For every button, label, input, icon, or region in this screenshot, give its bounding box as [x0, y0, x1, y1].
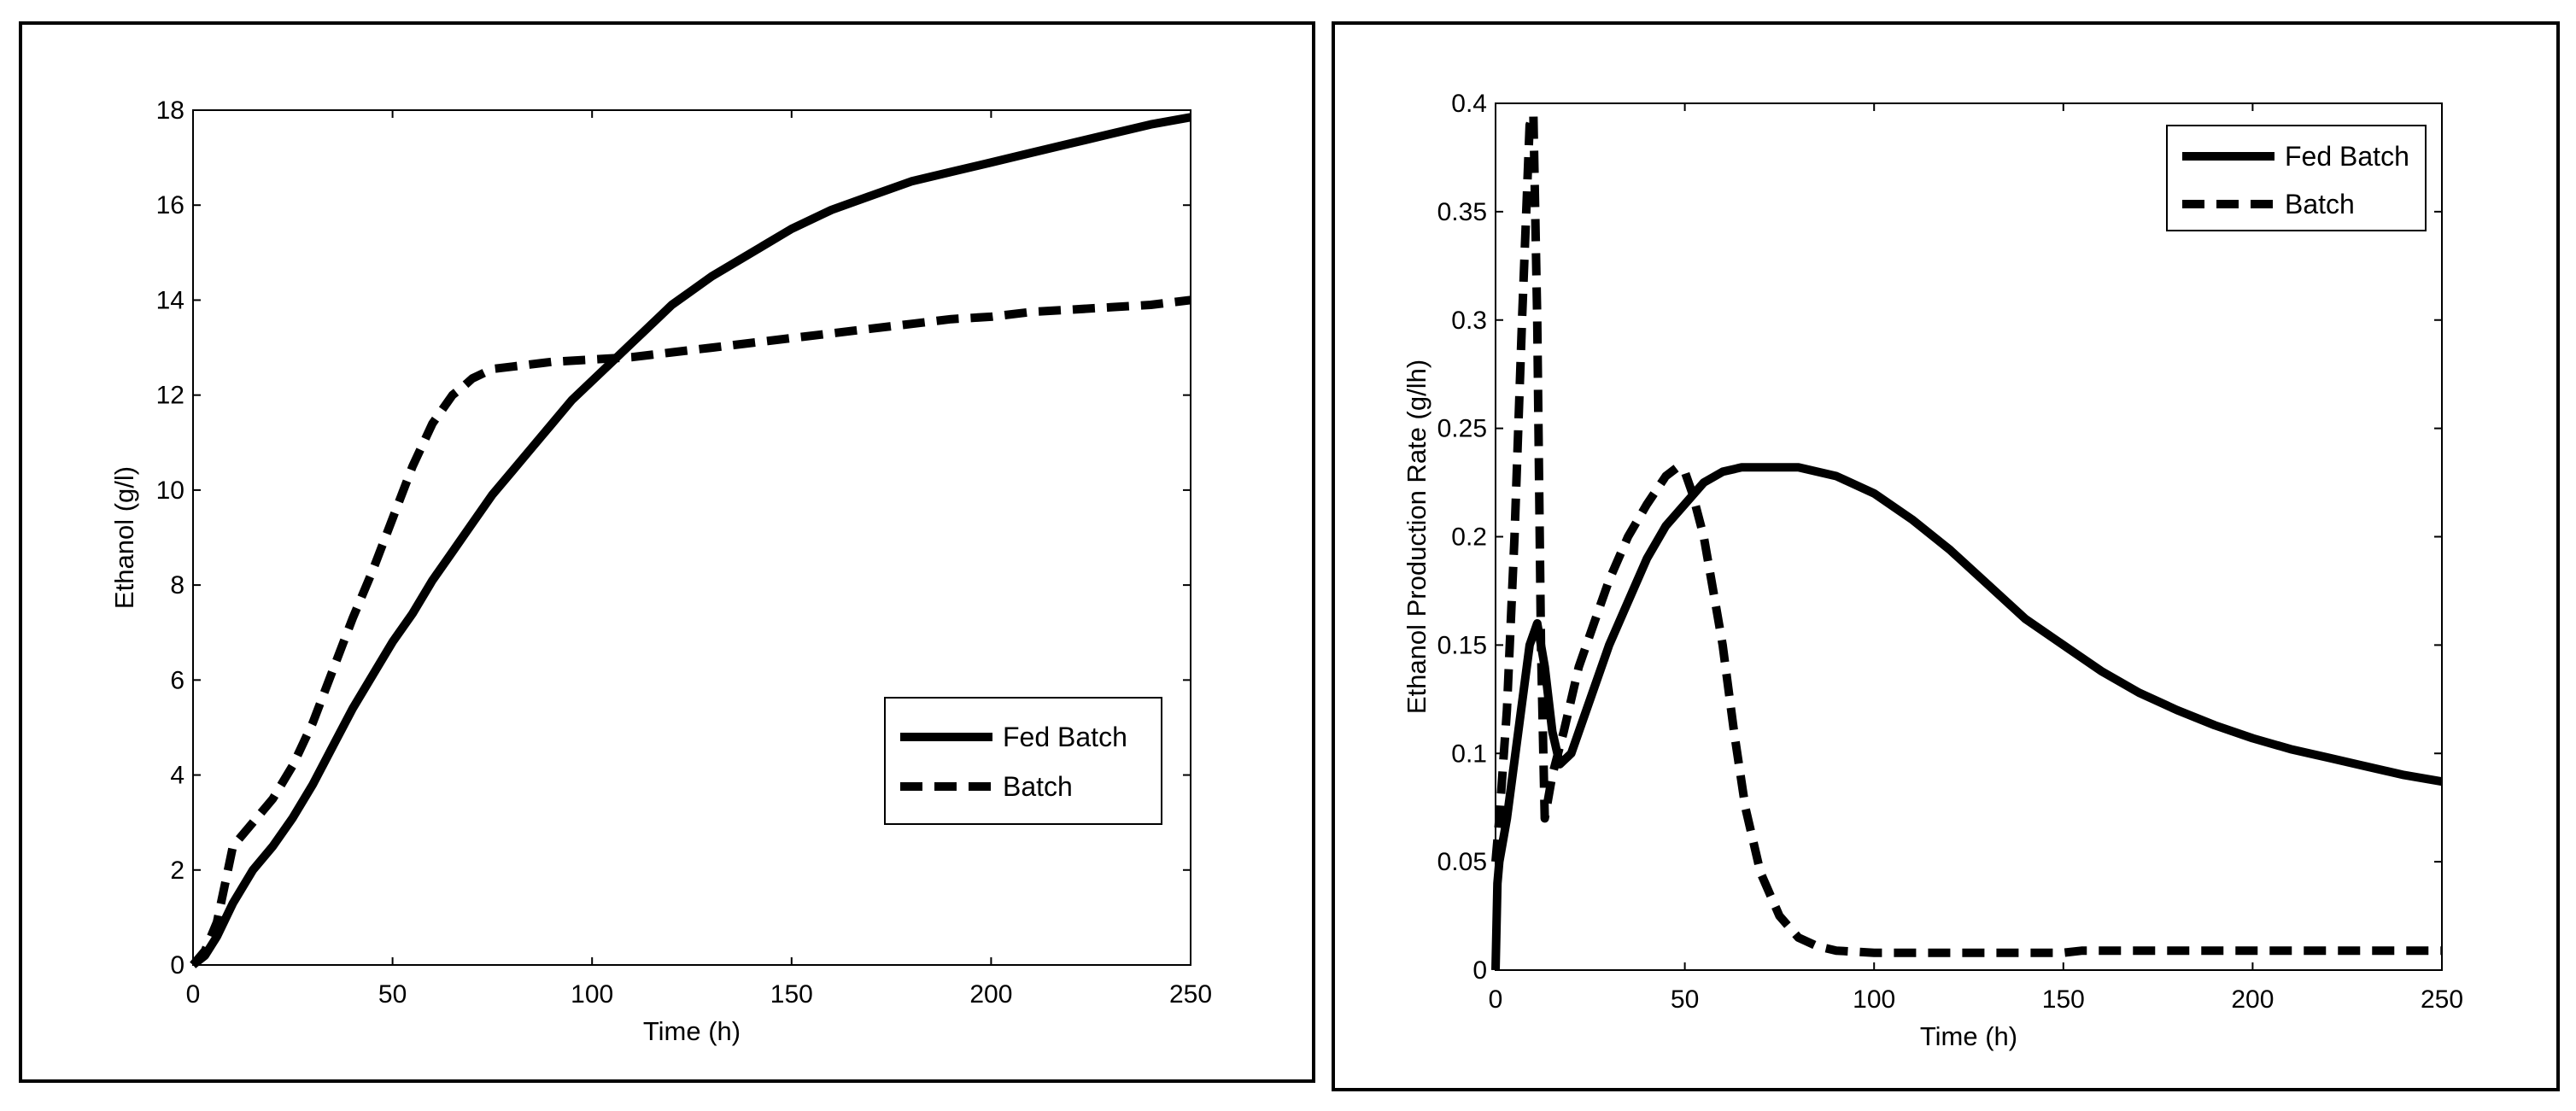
- y-tick-label: 2: [170, 857, 184, 885]
- legend-label: Batch: [1003, 771, 1073, 802]
- left-chart-panel: 0 50 100 150 200 250 0 2 4 6 8 10 12 14 16 18 Time (h) Et…: [19, 21, 1315, 1083]
- y-axis-label: Ethanol (g/l): [109, 466, 139, 609]
- y-tick-label: 18: [156, 96, 184, 125]
- x-tick-label: 250: [1169, 980, 1212, 1009]
- x-tick-label: 100: [1853, 985, 1895, 1014]
- series-line-fed-batch: [190, 113, 1191, 968]
- series-line-batch: [1491, 109, 2442, 957]
- y-tick-label: 0.1: [1451, 740, 1487, 768]
- x-tick-label: 100: [571, 980, 613, 1009]
- y-tick-label: 0.15: [1437, 631, 1487, 659]
- y-tick-label: 0: [170, 951, 184, 979]
- y-tick-label: 0: [1472, 956, 1487, 985]
- x-tick-label: 0: [1489, 985, 1503, 1014]
- right-chart-panel: 0 50 100 150 200 250 0 0.05 0.1 0.15 0.2 0.25 0.3 0.3…: [1332, 21, 2560, 1091]
- y-tick-label: 0.4: [1451, 90, 1487, 118]
- y-tick-label: 6: [170, 666, 184, 694]
- x-tick-label: 200: [969, 980, 1012, 1009]
- x-tick-label: 200: [2231, 985, 2274, 1014]
- legend-box: [2166, 125, 2427, 231]
- y-tick-label: 4: [170, 762, 184, 790]
- y-tick-label: 0.05: [1437, 848, 1487, 876]
- x-tick-label: 150: [770, 980, 813, 1009]
- y-tick-label: 0.35: [1437, 198, 1487, 226]
- series-line-fed-batch: [1491, 463, 2443, 971]
- y-tick-label: 8: [170, 571, 184, 599]
- legend-label: Fed Batch: [1003, 722, 1127, 752]
- x-axis-label: Time (h): [643, 1016, 741, 1046]
- x-tick-label: 250: [2421, 985, 2463, 1014]
- x-tick-label: 150: [2042, 985, 2085, 1014]
- ethanol-concentration-chart: 0 50 100 150 200 250 0 2 4 6 8 10 12 14 16 18 Time (h) Et…: [109, 96, 1212, 1046]
- y-tick-label: 16: [156, 191, 184, 219]
- series-line-batch: [190, 295, 1191, 968]
- x-tick-label: 50: [378, 980, 407, 1009]
- axes-frame: [1495, 102, 2443, 971]
- legend-label: Fed Batch: [2285, 141, 2409, 172]
- axes-frame: [192, 109, 1191, 966]
- legend-label: Batch: [2285, 189, 2355, 219]
- x-tick-label: 0: [186, 980, 201, 1009]
- y-tick-label: 14: [156, 286, 184, 314]
- y-axis-label: Ethanol Production Rate (g/lh): [1402, 360, 1431, 714]
- y-tick-label: 0.3: [1451, 307, 1487, 335]
- legend-box: [884, 697, 1162, 825]
- y-tick-label: 0.2: [1451, 523, 1487, 552]
- y-tick-label: 0.25: [1437, 415, 1487, 443]
- y-tick-label: 10: [156, 477, 184, 505]
- y-tick-label: 12: [156, 382, 184, 410]
- ethanol-production-rate-chart: 0 50 100 150 200 250 0 0.05 0.1 0.15 0.2 0.25 0.3 0.3…: [1402, 90, 2463, 1051]
- x-axis-label: Time (h): [1920, 1021, 2017, 1051]
- x-tick-label: 50: [1671, 985, 1699, 1014]
